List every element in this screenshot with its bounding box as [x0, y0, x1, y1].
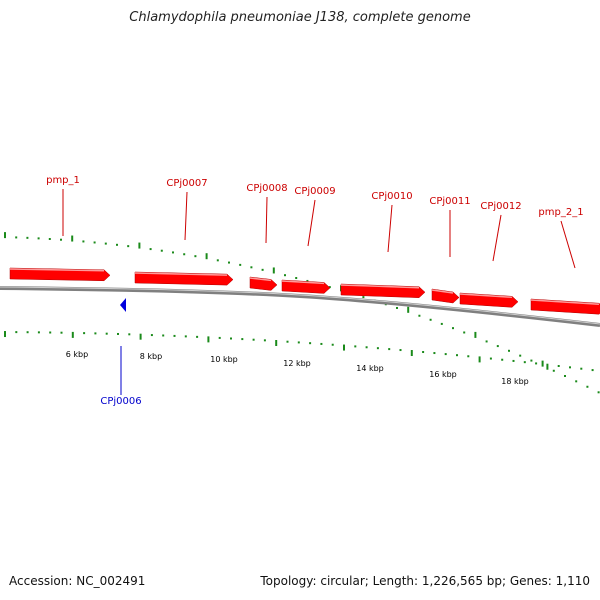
gene-arrow-highlight: [134, 272, 228, 276]
genome-summary-text: Topology: circular; Length: 1,226,565 bp…: [260, 574, 590, 588]
gene-label-connector: [560, 220, 576, 269]
gene-label: pmp_2_1: [538, 207, 583, 218]
gene-arrow-highlight: [459, 293, 513, 299]
gene-arrow-highlight: [281, 280, 325, 285]
gene-label: CPj0011: [429, 196, 470, 207]
gene-arrow-highlight: [530, 299, 600, 305]
scale-label: 16 kbp: [429, 370, 457, 379]
gene-arrow-highlight: [9, 268, 105, 272]
gene-label: CPj0008: [246, 183, 287, 194]
gene-label: pmp_1: [46, 175, 80, 186]
gene-label: CPj0012: [480, 201, 521, 212]
gene-label-connector: [265, 196, 268, 244]
outer-tick-ring: [4, 232, 600, 394]
gene-label: CPj0006: [100, 396, 141, 407]
gene-labels: pmp_1 CPj0006 CPj0007 CPj0008 CPj0009 CPj0010…: [46, 175, 583, 407]
scale-label: 6 kbp: [66, 350, 88, 359]
gene-label-connector: [387, 204, 393, 253]
gene-arrows: [9, 267, 600, 315]
inner-tick-ring: [4, 331, 594, 372]
genome-backbone: [0, 286, 600, 327]
scale-label: 18 kbp: [501, 377, 529, 386]
gene-arrow-highlight: [340, 284, 420, 289]
scale-labels: 6 kbp 8 kbp 10 kbp 12 kbp 14 kbp 16 kbp 18 kbp: [66, 350, 529, 386]
gene-label-connector: [307, 199, 316, 247]
gene-arrow-reverse: [120, 298, 126, 312]
gene-arrow-forward: [9, 267, 111, 282]
scale-label: 14 kbp: [356, 364, 384, 373]
gene-label: CPj0009: [294, 186, 335, 197]
accession-text: Accession: NC_002491: [9, 574, 146, 588]
scale-label: 10 kbp: [210, 355, 238, 364]
gene-label: CPj0007: [166, 178, 207, 189]
gene-arrow-highlight: [431, 289, 454, 294]
gene-label-connector: [492, 214, 502, 262]
gene-label-connector: [184, 191, 188, 241]
map-title: Chlamydophila pneumoniae J138, complete …: [129, 10, 471, 25]
gene-arrow-highlight: [249, 277, 272, 282]
scale-label: 8 kbp: [140, 352, 162, 361]
backbone-highlight: [0, 286, 600, 325]
gene-label: CPj0010: [371, 191, 412, 202]
scale-label: 12 kbp: [283, 359, 311, 368]
